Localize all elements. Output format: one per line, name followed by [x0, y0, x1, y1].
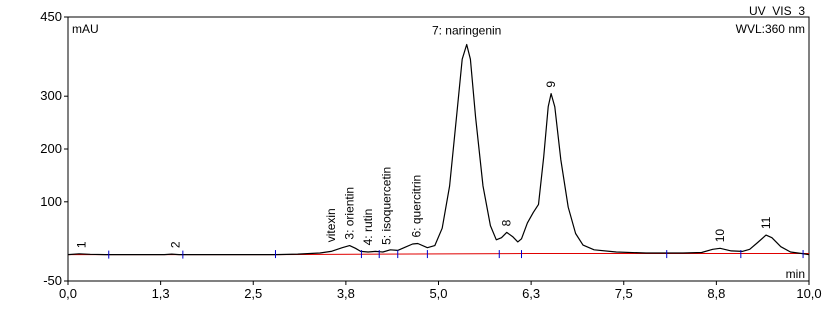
trace-layer [67, 43, 810, 256]
x-tick-label: 1,3 [152, 286, 170, 301]
peak-label: 8 [500, 219, 514, 226]
peak-labels: 1 2 vitexin 3: orientin 4: rutin 5: isoquerce… [74, 23, 773, 248]
y-axis-unit: mAU [72, 22, 99, 36]
x-axis: 0,0 1,3 2,5 3,8 5,0 6,3 7,5 8,8 10,0 [59, 281, 822, 301]
plot-frame [67, 16, 810, 282]
x-tick-label: 6,3 [522, 286, 540, 301]
peak-label: 9 [544, 81, 558, 88]
x-axis-unit: min [786, 267, 805, 281]
peak-label: 3: orientin [343, 187, 357, 240]
peak-label: 2 [168, 241, 182, 248]
x-tick-label: 2,5 [244, 286, 262, 301]
series-line [67, 43, 810, 256]
peak-label: vitexin [324, 208, 338, 242]
peak-label: 4: rutin [361, 209, 375, 246]
peak-label: 1 [74, 241, 88, 248]
x-tick-label: 3,8 [337, 286, 355, 301]
peak-label: 11 [759, 216, 773, 229]
y-tick-label: 300 [40, 88, 62, 103]
x-tick-label: 0,0 [59, 286, 77, 301]
x-tick-label: 7,5 [615, 286, 633, 301]
y-tick-label: 450 [40, 9, 62, 24]
peak-label: 10 [713, 229, 727, 243]
y-tick-label: -50 [43, 273, 62, 288]
wavelength-label: WVL:360 nm [736, 22, 805, 36]
y-tick-label: 200 [40, 141, 62, 156]
x-tick-label: 5,0 [429, 286, 447, 301]
peak-label: 6: quercitrin [409, 175, 423, 238]
y-tick-label: 100 [40, 194, 62, 209]
y-axis: -50 100 200 300 450 [40, 9, 68, 288]
x-tick-label: 8,8 [707, 286, 725, 301]
x-tick-label: 10,0 [796, 286, 821, 301]
integration-marks [108, 250, 804, 259]
peak-label: 5: isoquercetin [380, 167, 394, 245]
trace-name: UV_VIS_3 [749, 4, 805, 18]
peak-label: 7: naringenin [432, 23, 501, 37]
